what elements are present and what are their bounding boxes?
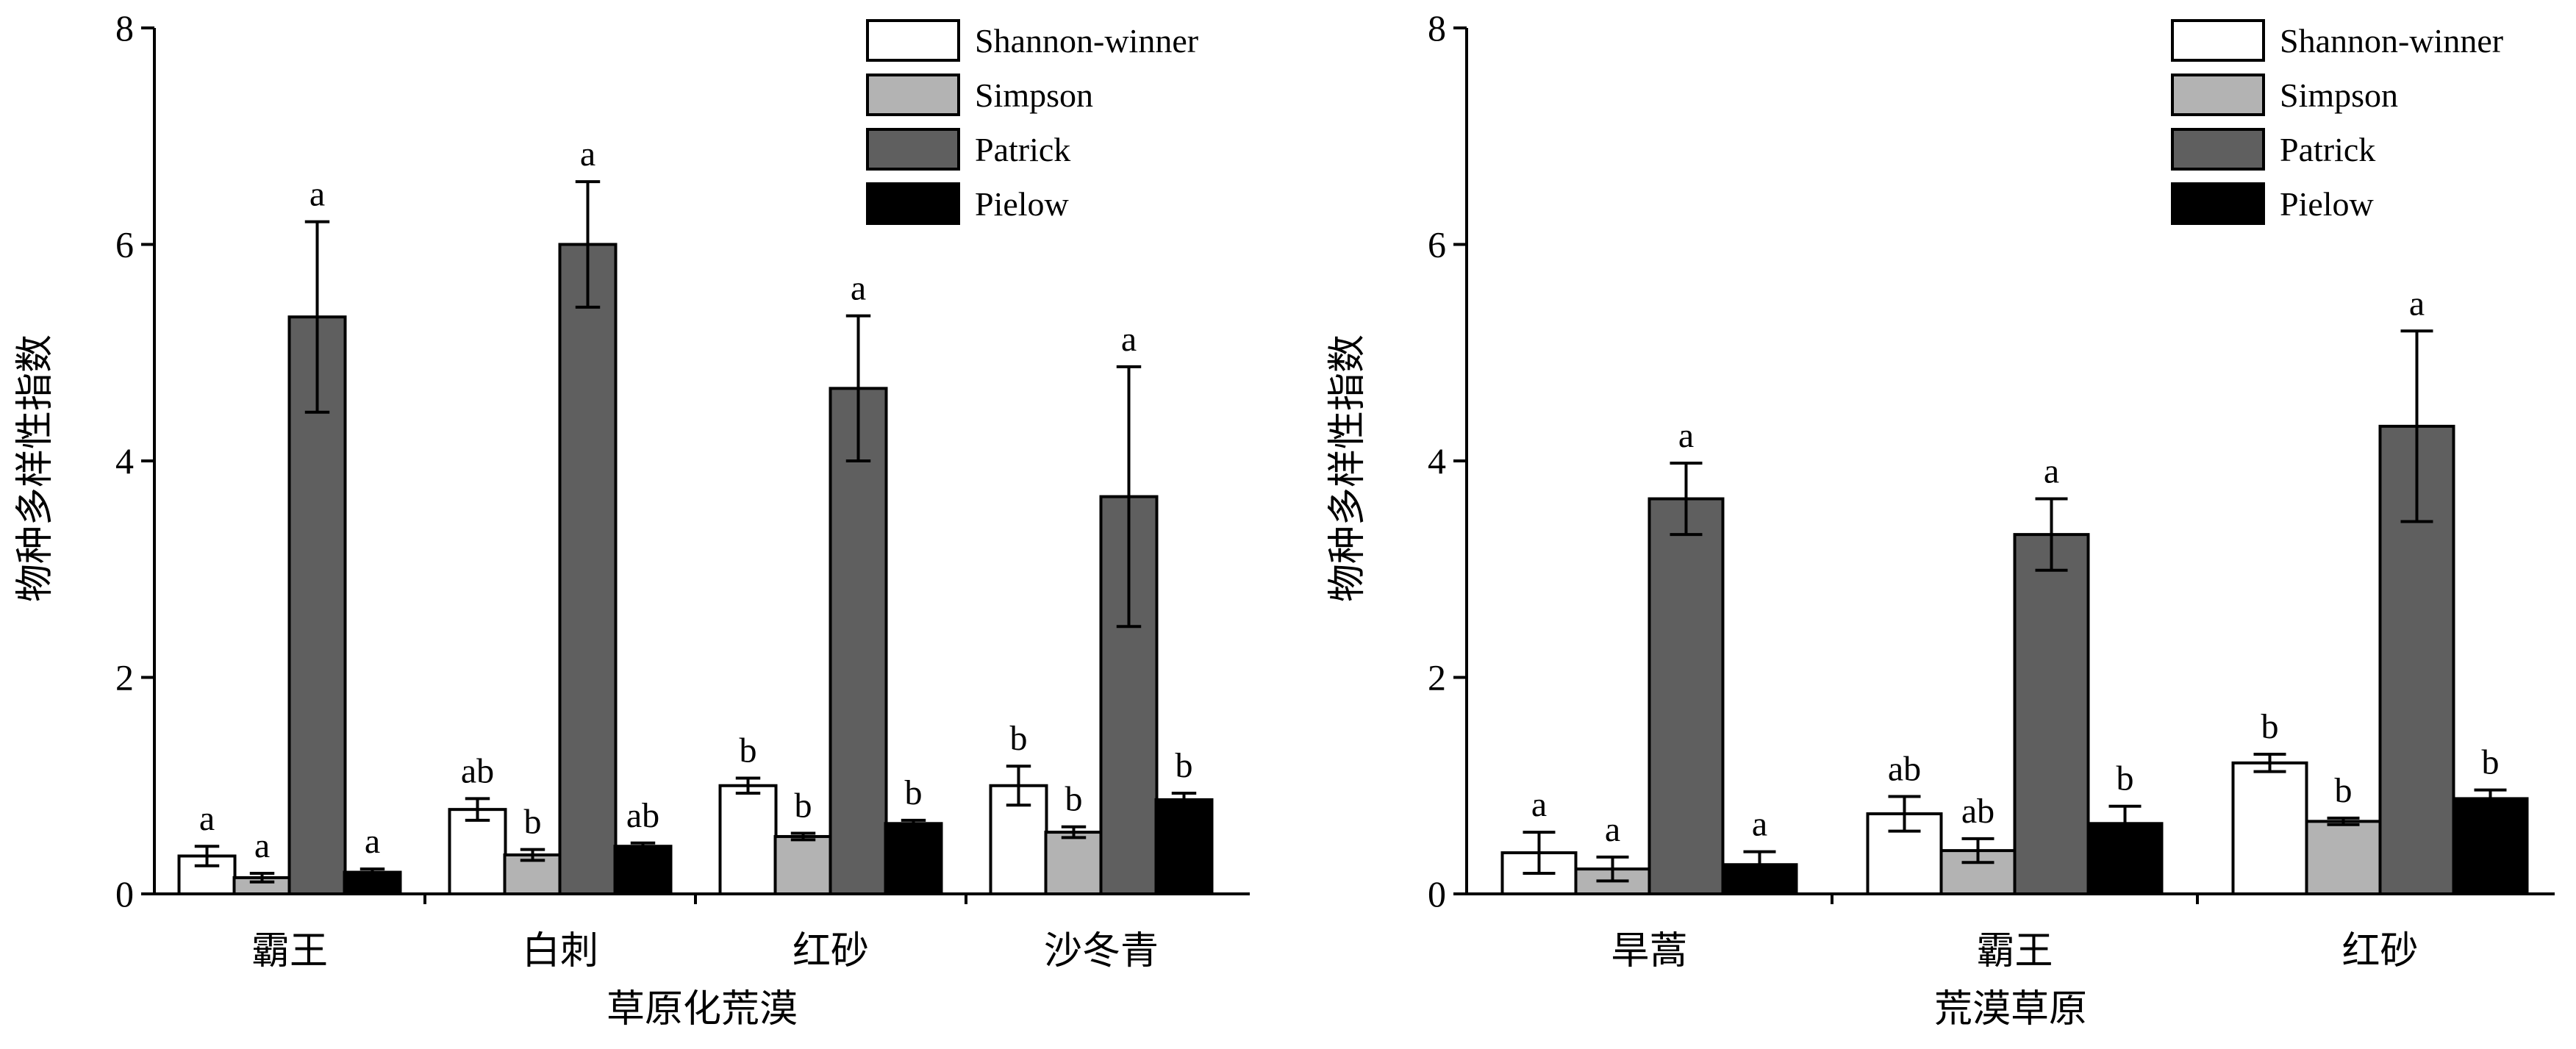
bar-simpson (1044, 831, 1103, 896)
bar-pielow (2452, 797, 2529, 896)
significance-letter: a (1678, 416, 1694, 455)
legend-label: Shannon-winner (975, 22, 1198, 60)
legend-swatch (866, 182, 960, 225)
bar-patrick (2013, 533, 2090, 895)
x-category-label: 霸王 (251, 929, 328, 973)
significance-letter: b (740, 731, 757, 770)
x-category-label: 旱蒿 (1611, 929, 1687, 973)
significance-letter: a (2409, 284, 2425, 323)
bar-patrick (829, 387, 888, 895)
bar-pielow (1154, 798, 1214, 895)
y-tick-label: 2 (115, 657, 134, 698)
significance-letter: a (1531, 785, 1547, 824)
significance-letter: a (851, 269, 866, 308)
significance-letter: a (1752, 805, 1767, 844)
legend-label: Pielow (2280, 185, 2375, 223)
x-category-label: 白刺 (522, 929, 598, 973)
significance-letter: b (905, 773, 923, 812)
significance-letter: a (2044, 452, 2059, 491)
significance-letter: b (1065, 780, 1083, 819)
bar-shannon-winner (2231, 761, 2308, 896)
x-axis-title: 草原化荒漠 (607, 987, 798, 1031)
legend-label: Patrick (975, 131, 1070, 168)
significance-letter: b (795, 787, 812, 826)
significance-letter: a (1605, 810, 1620, 849)
significance-letter: ab (626, 796, 659, 835)
y-tick-label: 2 (1428, 657, 1446, 698)
x-category-label: 沙冬青 (1044, 929, 1159, 973)
bar-shannon-winner (718, 784, 778, 895)
significance-letter: b (2335, 771, 2353, 810)
y-tick-label: 0 (115, 873, 134, 914)
significance-letter: a (365, 822, 380, 861)
bar-simpson (773, 834, 833, 896)
bar-simpson (2305, 820, 2382, 896)
legend-swatch (2171, 74, 2265, 116)
significance-letter: b (2482, 743, 2500, 782)
y-tick-label: 6 (1428, 224, 1446, 265)
legend-swatch (2171, 128, 2265, 171)
significance-letter: ab (1888, 749, 1921, 788)
legend-swatch (866, 128, 960, 171)
y-tick-label: 8 (1428, 7, 1446, 49)
x-axis-title: 荒漠草原 (1934, 987, 2087, 1031)
y-tick-label: 0 (1428, 873, 1446, 914)
chart-panel-2: 02468物种多样性指数荒漠草原旱蒿aaaa霸王ababab红砂bbabShan… (1325, 7, 2555, 1031)
legend-label: Pielow (975, 185, 1070, 223)
y-tick-label: 8 (115, 7, 134, 49)
chart-panel-1: 02468物种多样性指数草原化荒漠霸王aaaa白刺abbaab红砂bbab沙冬青… (13, 7, 1250, 1031)
legend-label: Simpson (2280, 76, 2398, 114)
y-tick-label: 6 (115, 224, 134, 265)
legend-label: Shannon-winner (2280, 22, 2503, 60)
significance-letter: b (2261, 707, 2279, 746)
x-category-label: 红砂 (2341, 929, 2418, 973)
significance-letter: a (199, 799, 215, 838)
significance-letter: ab (1961, 792, 1994, 831)
bar-patrick (1647, 497, 1725, 895)
x-category-label: 红砂 (793, 929, 869, 973)
bar-pielow (884, 822, 943, 895)
legend-label: Simpson (975, 76, 1093, 114)
significance-letter: ab (461, 751, 494, 790)
significance-letter: a (1121, 320, 1137, 359)
bar-shannon-winner (448, 808, 507, 896)
significance-letter: a (310, 175, 325, 214)
significance-letter: a (580, 135, 595, 173)
legend-swatch (2171, 182, 2265, 225)
significance-letter: a (254, 826, 270, 865)
significance-letter: b (1176, 746, 1193, 785)
y-axis-title: 物种多样性指数 (1325, 334, 1370, 602)
y-tick-label: 4 (1428, 440, 1446, 481)
legend-label: Patrick (2280, 131, 2375, 168)
legend-swatch (866, 19, 960, 62)
bar-patrick (558, 243, 618, 895)
significance-letter: b (1010, 719, 1028, 758)
x-category-label: 霸王 (1976, 929, 2053, 973)
significance-letter: b (524, 803, 542, 842)
bar-pielow (2086, 822, 2164, 895)
significance-letter: b (2117, 759, 2134, 798)
y-axis-title: 物种多样性指数 (13, 334, 57, 602)
bar-pielow (613, 845, 673, 895)
legend-swatch (2171, 19, 2265, 62)
y-tick-label: 4 (115, 440, 134, 481)
legend-swatch (866, 74, 960, 116)
